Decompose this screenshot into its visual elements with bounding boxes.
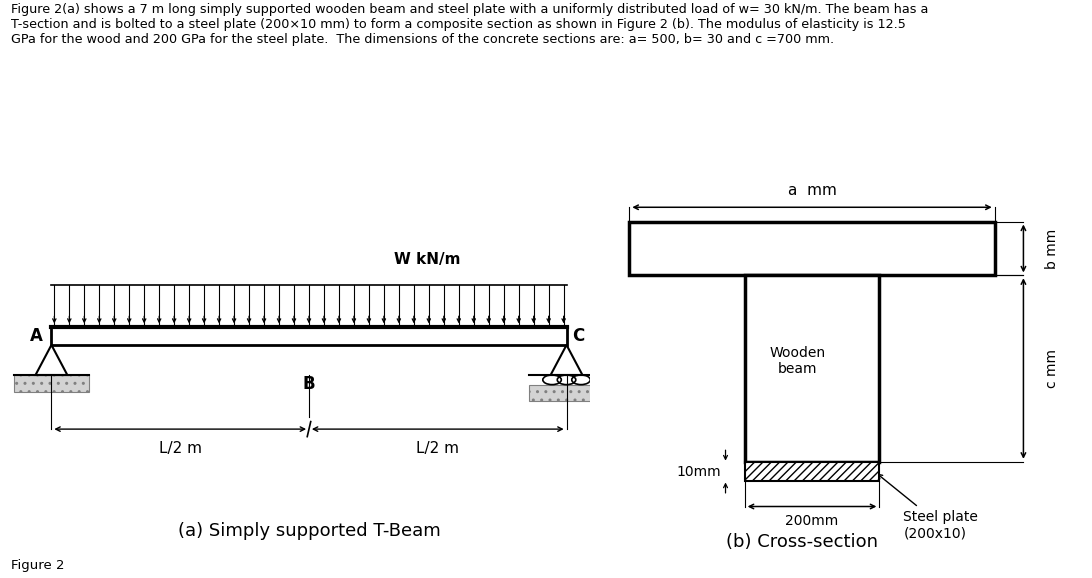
Text: a  mm: a mm — [787, 183, 836, 198]
Text: 10mm: 10mm — [676, 465, 721, 479]
Text: c mm: c mm — [1045, 349, 1059, 388]
Text: A: A — [29, 327, 43, 345]
Polygon shape — [36, 345, 68, 375]
Text: (b) Cross-section: (b) Cross-section — [726, 533, 878, 551]
Bar — [745, 462, 879, 481]
Bar — [745, 275, 879, 462]
Text: Wooden
beam: Wooden beam — [770, 346, 826, 376]
Text: W kN/m: W kN/m — [394, 252, 461, 267]
Polygon shape — [550, 345, 582, 375]
Text: Figure 2(a) shows a 7 m long simply supported wooden beam and steel plate with a: Figure 2(a) shows a 7 m long simply supp… — [11, 3, 928, 46]
Text: (a) Simply supported T-Beam: (a) Simply supported T-Beam — [178, 523, 440, 540]
Text: b mm: b mm — [1045, 228, 1059, 269]
Bar — [14, 375, 90, 391]
Text: C: C — [572, 327, 584, 345]
Text: Steel plate
(200x10): Steel plate (200x10) — [878, 475, 978, 540]
Text: B: B — [302, 375, 316, 393]
Text: Figure 2: Figure 2 — [11, 560, 64, 572]
Bar — [629, 221, 995, 275]
Text: L/2 m: L/2 m — [416, 441, 460, 456]
Bar — [529, 384, 604, 401]
Text: 200mm: 200mm — [785, 514, 839, 528]
Text: L/2 m: L/2 m — [158, 441, 202, 456]
Bar — [51, 327, 567, 345]
